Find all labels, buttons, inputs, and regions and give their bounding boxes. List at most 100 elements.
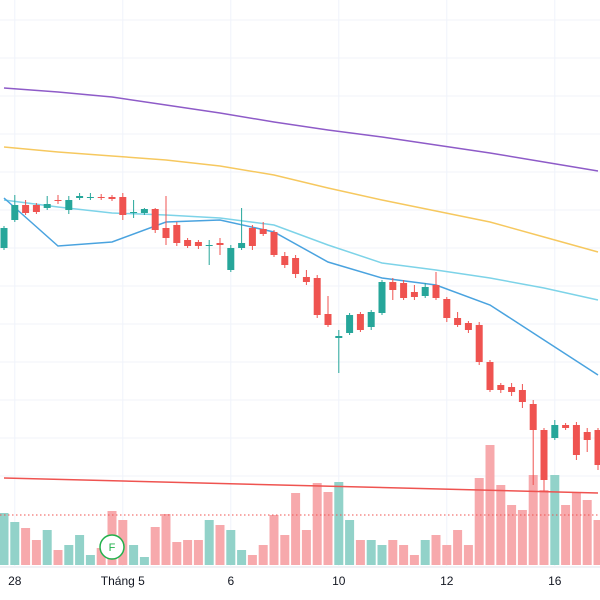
candle-body <box>454 318 462 325</box>
candle-body <box>11 205 19 220</box>
candle-body <box>227 248 235 270</box>
volume-bar <box>377 545 387 565</box>
candle-body <box>356 314 364 330</box>
volume-bar <box>528 475 538 565</box>
candle-body <box>367 312 375 327</box>
candle-body <box>378 282 386 313</box>
volume-bar <box>64 545 74 565</box>
candle-body <box>572 425 580 455</box>
x-tick-label: 16 <box>548 574 562 588</box>
candle-body <box>443 299 451 318</box>
volume-bar <box>496 485 506 565</box>
volume-bar <box>280 535 290 565</box>
volume-bar <box>42 530 52 565</box>
candle-body <box>464 323 472 330</box>
x-tick-label: 28 <box>8 574 22 588</box>
candle-body <box>205 245 213 246</box>
volume-bar <box>150 527 160 565</box>
candle-body <box>97 197 105 198</box>
candle-body <box>324 314 332 325</box>
volume-bar <box>312 483 322 565</box>
candle-body <box>248 228 256 246</box>
volume-bar <box>226 530 236 565</box>
volume-bar <box>388 540 398 565</box>
volume-bar <box>204 520 214 565</box>
volume-bar <box>561 505 571 565</box>
volume-bar <box>420 540 430 565</box>
volume-bar <box>485 445 495 565</box>
candle-body <box>302 277 310 282</box>
candle-body <box>421 287 429 296</box>
candle-body <box>108 197 116 199</box>
volume-bar <box>345 520 355 565</box>
candle-body <box>335 336 343 338</box>
volume-bar <box>172 542 182 565</box>
volume-bar <box>539 490 549 565</box>
candle-body <box>508 387 516 392</box>
volume-bar <box>161 514 171 565</box>
candle-body <box>0 228 8 248</box>
x-tick-label: 10 <box>332 574 346 588</box>
volume-bar <box>0 513 9 565</box>
volume-bar <box>355 540 365 565</box>
x-tick-label: 6 <box>227 574 234 588</box>
volume-bar <box>517 510 527 565</box>
candle-body <box>594 430 600 465</box>
volume-bar <box>21 528 31 565</box>
event-marker <box>99 534 125 560</box>
x-tick-label: 12 <box>440 574 454 588</box>
candle-body <box>173 225 181 243</box>
line <box>3 197 599 376</box>
line <box>3 199 599 301</box>
candle-body <box>76 196 84 198</box>
candle-body <box>238 243 246 248</box>
volume-bar <box>247 555 257 565</box>
candle-body <box>518 390 526 402</box>
candle-body <box>475 325 483 362</box>
volume-bar <box>183 540 193 565</box>
candle-body <box>86 197 94 198</box>
volume-bar <box>431 535 441 565</box>
volume-bar <box>291 493 301 565</box>
candle-body <box>65 200 73 210</box>
candle-body <box>346 315 354 333</box>
candle-body <box>43 204 51 208</box>
candle-body <box>400 283 408 298</box>
candle-body <box>497 385 505 390</box>
volume-bar <box>550 475 560 565</box>
volume-bar <box>215 525 225 565</box>
candle-body <box>313 278 321 315</box>
volume-bar <box>334 482 344 565</box>
volume-bar <box>301 530 311 565</box>
candle-body <box>540 430 548 480</box>
candle-body <box>162 228 170 238</box>
event-marker-label: F <box>109 542 116 554</box>
candle-body <box>32 205 40 212</box>
candle-body <box>529 404 537 430</box>
volume-bar <box>139 557 149 565</box>
volume-bar <box>193 540 203 565</box>
candle-body <box>551 425 559 438</box>
candle-body <box>389 282 397 290</box>
candle-body <box>432 285 440 298</box>
candle-body <box>22 205 30 213</box>
candle-body <box>194 242 202 246</box>
candle-body <box>486 362 494 390</box>
volume-bar <box>507 505 517 565</box>
volume-bar <box>129 545 139 565</box>
candle-body <box>151 209 159 230</box>
volume-bar <box>582 500 592 565</box>
candle-body <box>562 425 570 428</box>
candle-body <box>292 258 300 274</box>
candle-body <box>583 432 591 440</box>
volume-bar <box>269 515 279 565</box>
volume-bar <box>593 520 600 565</box>
volume-bar <box>571 493 581 565</box>
volume-bar <box>453 530 463 565</box>
x-tick-label: Tháng 5 <box>101 574 145 588</box>
volume-bar <box>96 548 106 565</box>
volume-bar <box>409 555 419 565</box>
line <box>3 87 599 172</box>
volume-bar <box>10 522 20 565</box>
